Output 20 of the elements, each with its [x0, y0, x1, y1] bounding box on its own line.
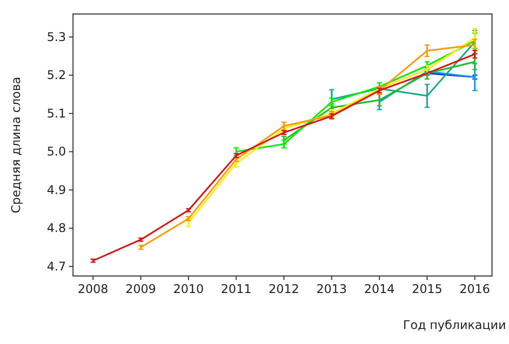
y-tick-label: 4.7	[46, 259, 66, 274]
y-tick-label: 4.9	[46, 182, 66, 197]
x-tick-label: 2008	[78, 282, 108, 296]
x-tick-label: 2014	[364, 282, 395, 296]
x-tick-label: 2011	[220, 282, 252, 296]
x-tick-label: 2012	[268, 282, 300, 296]
line-series	[283, 61, 476, 142]
y-tick-label: 5.1	[46, 106, 66, 120]
y-tick-label: 5.0	[46, 144, 66, 159]
x-tick-label: 2016	[460, 282, 490, 296]
x-tick-label: 2013	[316, 282, 347, 296]
x-tick-label: 2015	[412, 282, 442, 296]
y-tick-label: 4.8	[46, 221, 66, 236]
x-tick-label: 2010	[173, 282, 204, 296]
y-tick-label: 5.2	[46, 68, 66, 82]
line-series	[235, 40, 476, 152]
y-tick-label: 5.3	[46, 30, 66, 44]
x-axis-title: Год публикации	[403, 318, 506, 332]
x-tick-label: 2009	[125, 282, 156, 296]
y-axis-title: Средняя длина слова	[9, 76, 23, 214]
